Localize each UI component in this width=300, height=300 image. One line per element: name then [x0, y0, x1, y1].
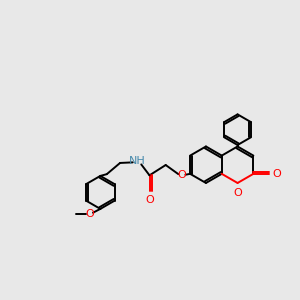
- Text: NH: NH: [129, 157, 146, 166]
- Text: O: O: [178, 170, 186, 180]
- Text: O: O: [145, 195, 154, 205]
- Text: O: O: [272, 169, 281, 179]
- Text: O: O: [233, 188, 242, 198]
- Text: O: O: [85, 209, 94, 219]
